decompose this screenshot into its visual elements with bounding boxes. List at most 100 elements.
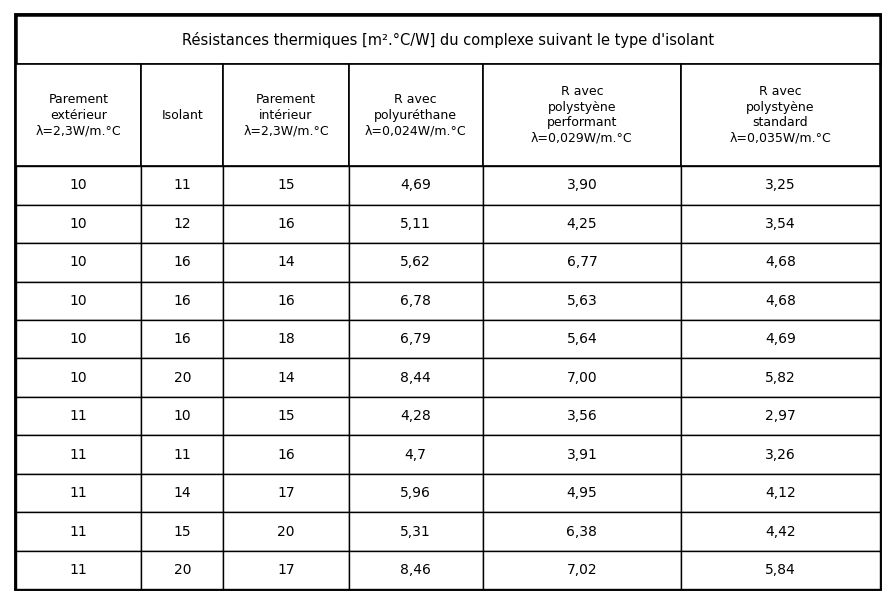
Bar [16, 205, 142, 243]
Text: R avec
polystyène
standard
λ=0,035W/m.°C: R avec polystyène standard λ=0,035W/m.°C [729, 85, 831, 145]
Bar [349, 397, 483, 436]
Text: 5,84: 5,84 [765, 563, 796, 577]
Bar [16, 243, 142, 281]
Text: 4,69: 4,69 [401, 178, 431, 193]
Text: 15: 15 [277, 178, 295, 193]
Text: 3,91: 3,91 [566, 448, 598, 461]
Text: 14: 14 [277, 371, 295, 385]
Bar [223, 64, 349, 166]
Text: 5,31: 5,31 [401, 524, 431, 539]
Bar [681, 397, 880, 436]
Bar [483, 64, 681, 166]
Bar [16, 166, 142, 205]
Text: 4,95: 4,95 [566, 486, 598, 500]
Text: 11: 11 [174, 178, 191, 193]
Text: 7,00: 7,00 [566, 371, 598, 385]
Text: 11: 11 [70, 524, 88, 539]
Bar [483, 166, 681, 205]
Text: 10: 10 [70, 332, 88, 346]
Text: 5,63: 5,63 [566, 294, 598, 308]
Bar [483, 358, 681, 397]
Bar [681, 243, 880, 281]
Bar [16, 15, 880, 64]
Text: 11: 11 [70, 563, 88, 577]
Bar [16, 512, 142, 551]
Text: 10: 10 [70, 294, 88, 308]
Bar [223, 358, 349, 397]
Text: 17: 17 [277, 486, 295, 500]
Bar [483, 397, 681, 436]
Bar [223, 436, 349, 474]
Text: 2,97: 2,97 [765, 409, 796, 423]
Bar [142, 243, 223, 281]
Text: 5,11: 5,11 [401, 217, 431, 231]
Text: 4,68: 4,68 [765, 256, 796, 269]
Text: Parement
intérieur
λ=2,3W/m.°C: Parement intérieur λ=2,3W/m.°C [243, 93, 329, 137]
Text: 4,25: 4,25 [566, 217, 598, 231]
Text: 7,02: 7,02 [566, 563, 598, 577]
Bar [223, 243, 349, 281]
Bar [223, 320, 349, 358]
Text: 20: 20 [277, 524, 295, 539]
Text: 16: 16 [174, 332, 191, 346]
Text: R avec
polyuréthane
λ=0,024W/m.°C: R avec polyuréthane λ=0,024W/m.°C [365, 93, 467, 137]
Bar [349, 320, 483, 358]
Bar [142, 512, 223, 551]
Bar [223, 281, 349, 320]
Text: 15: 15 [174, 524, 191, 539]
Bar [483, 474, 681, 512]
Text: 16: 16 [277, 448, 295, 461]
Bar [349, 474, 483, 512]
Bar [349, 512, 483, 551]
Bar [16, 474, 142, 512]
Bar [223, 474, 349, 512]
Bar [349, 551, 483, 589]
Text: 6,38: 6,38 [566, 524, 598, 539]
Text: 8,46: 8,46 [401, 563, 431, 577]
Text: 5,64: 5,64 [566, 332, 598, 346]
Text: 11: 11 [70, 486, 88, 500]
Bar [349, 166, 483, 205]
Text: 5,82: 5,82 [765, 371, 796, 385]
Bar [223, 205, 349, 243]
Bar [483, 243, 681, 281]
Text: 10: 10 [174, 409, 191, 423]
Text: 20: 20 [174, 563, 191, 577]
Bar [681, 436, 880, 474]
Text: 8,44: 8,44 [401, 371, 431, 385]
Text: 15: 15 [277, 409, 295, 423]
Text: 18: 18 [277, 332, 295, 346]
Text: 6,78: 6,78 [401, 294, 431, 308]
Text: 6,77: 6,77 [566, 256, 598, 269]
Bar [142, 474, 223, 512]
Bar [349, 281, 483, 320]
Bar [349, 64, 483, 166]
Bar [349, 205, 483, 243]
Bar [223, 166, 349, 205]
Bar [483, 436, 681, 474]
Text: 4,42: 4,42 [765, 524, 796, 539]
Text: 10: 10 [70, 178, 88, 193]
Bar [16, 551, 142, 589]
Bar [142, 551, 223, 589]
Bar [681, 64, 880, 166]
Text: 14: 14 [277, 256, 295, 269]
Bar [483, 551, 681, 589]
Text: 17: 17 [277, 563, 295, 577]
Text: 4,28: 4,28 [401, 409, 431, 423]
Text: 10: 10 [70, 371, 88, 385]
Text: 11: 11 [70, 409, 88, 423]
Bar [349, 436, 483, 474]
Text: 10: 10 [70, 217, 88, 231]
Bar [223, 512, 349, 551]
Text: 4,68: 4,68 [765, 294, 796, 308]
Text: 3,26: 3,26 [765, 448, 796, 461]
Bar [681, 512, 880, 551]
Bar [483, 281, 681, 320]
Bar [142, 166, 223, 205]
Text: 3,56: 3,56 [566, 409, 598, 423]
Bar [142, 281, 223, 320]
Text: 12: 12 [174, 217, 191, 231]
Bar [142, 320, 223, 358]
Text: 4,7: 4,7 [405, 448, 426, 461]
